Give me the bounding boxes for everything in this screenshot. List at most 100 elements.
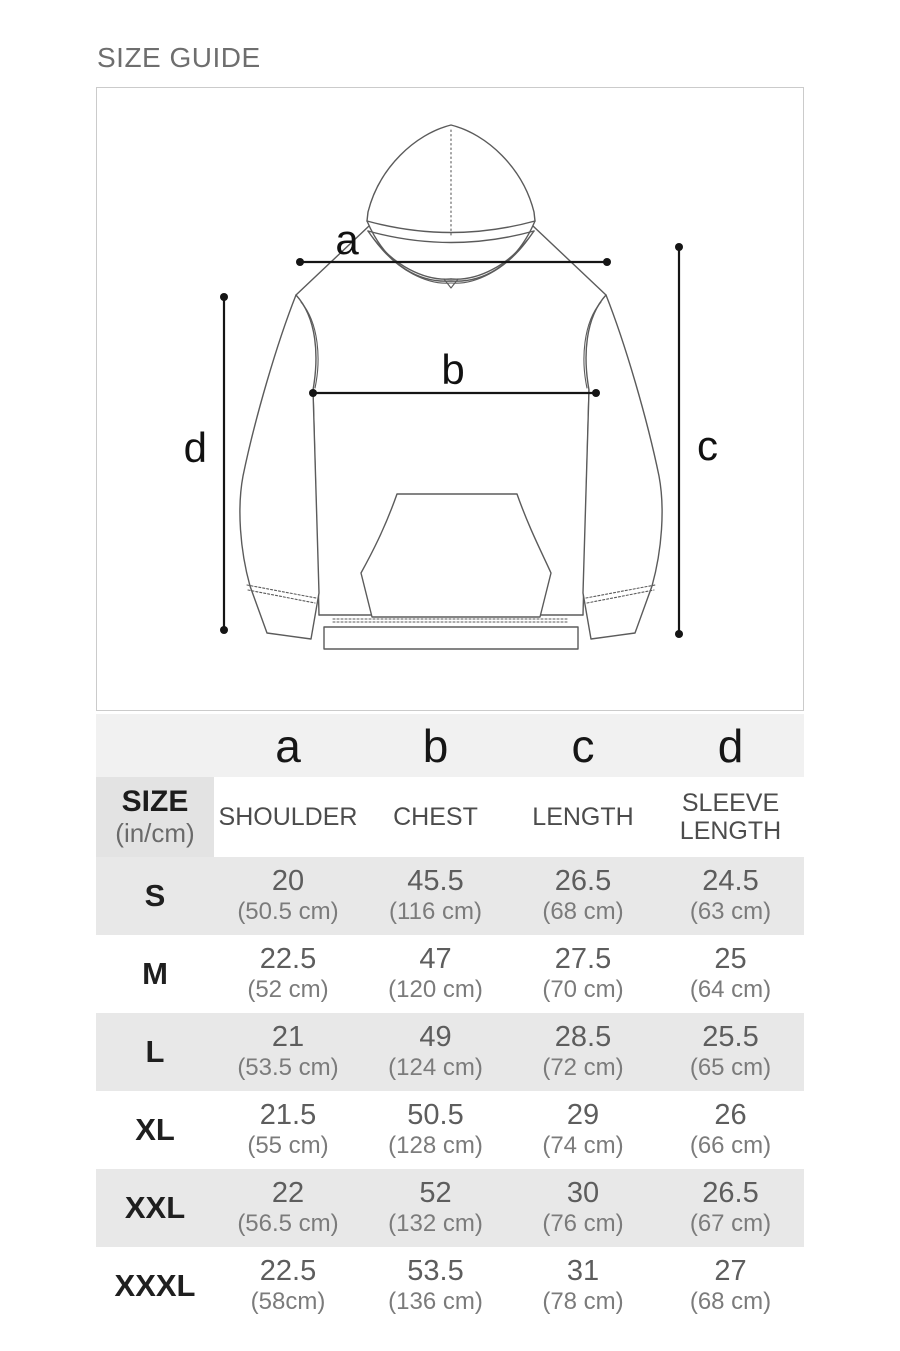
cm-value: (136 cm) <box>388 1288 483 1316</box>
inches-value: 21.5 <box>259 1098 317 1131</box>
cm-value: (74 cm) <box>542 1132 624 1160</box>
cell-m-shoulder: 22.5 (52 cm) <box>214 935 362 1013</box>
cell-l-sleeve: 25.5 (65 cm) <box>657 1013 804 1091</box>
hoodie-measurement-diagram: a b c d <box>184 124 718 650</box>
right-sleeve <box>582 294 663 640</box>
letter-header-a: a <box>214 714 362 777</box>
cm-value: (78 cm) <box>542 1288 624 1316</box>
cell-l-shoulder: 21 (53.5 cm) <box>214 1013 362 1091</box>
inches-value: 29 <box>566 1098 600 1131</box>
kangaroo-pocket <box>360 493 552 618</box>
inches-value: 27.5 <box>554 942 612 975</box>
inches-value: 25 <box>714 942 747 975</box>
measure-line-d: d <box>184 293 228 634</box>
size-table: a b c d SIZE (in/cm) SHOULDER CHEST LENG… <box>96 714 804 1325</box>
left-sleeve <box>239 294 320 640</box>
cm-value: (55 cm) <box>247 1132 329 1160</box>
cell-xxl-sleeve: 26.5 (67 cm) <box>657 1169 804 1247</box>
cell-s-chest: 45.5 (116 cm) <box>362 857 509 935</box>
cell-l-length: 28.5 (72 cm) <box>509 1013 657 1091</box>
inches-value: 24.5 <box>702 864 759 897</box>
cm-value: (76 cm) <box>542 1210 624 1238</box>
cell-xxl-shoulder: 22 (56.5 cm) <box>214 1169 362 1247</box>
measure-label-a: a <box>335 216 359 263</box>
cell-xxxl-sleeve: 27 (68 cm) <box>657 1247 804 1325</box>
cm-value: (66 cm) <box>689 1132 772 1160</box>
measure-line-a: a <box>296 216 611 266</box>
cell-xl-sleeve: 26 (66 cm) <box>657 1091 804 1169</box>
size-label-m: M <box>142 956 168 991</box>
measure-label-b: b <box>441 346 464 393</box>
cell-xl-chest: 50.5 (128 cm) <box>362 1091 509 1169</box>
cm-value: (68 cm) <box>689 1288 772 1316</box>
cm-value: (65 cm) <box>689 1054 772 1082</box>
shoulder-seams <box>295 225 607 296</box>
hoodie-diagram-panel: a b c d <box>96 87 804 711</box>
letter-header-blank <box>96 714 214 777</box>
cell-m-length: 27.5 (70 cm) <box>509 935 657 1013</box>
size-row-m: M 22.5 (52 cm) 47 (120 cm) 27.5 (70 cm) 25(… <box>96 935 804 1013</box>
cell-m-chest: 47 (120 cm) <box>362 935 509 1013</box>
inches-value: 26.5 <box>702 1176 759 1209</box>
cm-value: (132 cm) <box>388 1210 483 1238</box>
size-label-xxxl: XXXL <box>114 1268 196 1303</box>
inches-value: 27 <box>714 1254 747 1287</box>
column-header-length: LENGTH <box>532 803 634 831</box>
armhole-seams <box>300 301 602 389</box>
hoodie-drawing <box>239 124 663 650</box>
letter-header-row: a b c d <box>96 714 804 777</box>
size-row-s: S 20 (50.5 cm) 45.5 (116 cm) 26.5 (68 cm) 2… <box>96 857 804 935</box>
cell-xxxl-shoulder: 22.5 (58cm) <box>214 1247 362 1325</box>
column-header-chest: CHEST <box>393 803 478 831</box>
cell-xxl-length: 30 (76 cm) <box>509 1169 657 1247</box>
size-label-s: S <box>144 878 166 913</box>
cm-value: (64 cm) <box>689 976 772 1004</box>
inches-value: 22.5 <box>259 1254 317 1287</box>
inches-value: 52 <box>419 1176 452 1209</box>
size-row-l: L 21 (53.5 cm) 49 (124 cm) 28.5 (72 cm) 25.… <box>96 1013 804 1091</box>
measurement-lines: a b c d <box>184 216 718 638</box>
cell-xl-shoulder: 21.5 (55 cm) <box>214 1091 362 1169</box>
size-header-title: SIZE <box>121 784 189 818</box>
cm-value: (50.5 cm) <box>237 898 339 926</box>
size-row-xxl: XXL 22 (56.5 cm) 52 (132 cm) 30 (76 cm) 26.… <box>96 1169 804 1247</box>
cell-l-chest: 49 (124 cm) <box>362 1013 509 1091</box>
measure-line-b: b <box>309 346 600 397</box>
column-header-sleeve-length: SLEEVE LENGTH <box>679 789 782 845</box>
size-header-cell: SIZE (in/cm) <box>96 777 214 857</box>
column-header-row: SIZE (in/cm) SHOULDER CHEST LENGTH SLEEV… <box>96 777 804 857</box>
hem-band <box>323 626 579 650</box>
cell-xxl-chest: 52 (132 cm) <box>362 1169 509 1247</box>
cell-m-sleeve: 25 (64 cm) <box>657 935 804 1013</box>
size-label-xxl: XXL <box>124 1190 186 1225</box>
inches-value: 47 <box>419 942 452 975</box>
cm-value: (116 cm) <box>389 898 482 926</box>
inches-value: 21 <box>271 1020 305 1053</box>
inches-value: 28.5 <box>554 1020 612 1053</box>
cm-value: (58cm) <box>250 1288 326 1316</box>
page-title: SIZE GUIDE <box>97 42 261 73</box>
inches-value: 45.5 <box>407 864 464 897</box>
size-row-xl: XL 21.5 (55 cm) 50.5 (128 cm) 29 (74 cm) 26… <box>96 1091 804 1169</box>
cm-value: (124 cm) <box>388 1054 483 1082</box>
inches-value: 50.5 <box>407 1098 464 1131</box>
inches-value: 26.5 <box>554 864 612 897</box>
inches-value: 53.5 <box>407 1254 464 1287</box>
size-label-xl: XL <box>135 1112 175 1147</box>
measure-line-c: c <box>675 243 718 638</box>
inches-value: 20 <box>271 864 305 897</box>
inches-value: 26 <box>714 1098 747 1131</box>
cm-value: (52 cm) <box>247 976 329 1004</box>
inches-value: 22.5 <box>259 942 317 975</box>
inches-value: 30 <box>566 1176 600 1209</box>
cm-value: (72 cm) <box>542 1054 624 1082</box>
size-label-l: L <box>145 1034 165 1069</box>
cell-xxxl-length: 31 (78 cm) <box>509 1247 657 1325</box>
size-header-unit: (in/cm) <box>115 818 195 849</box>
cm-value: (53.5 cm) <box>237 1054 339 1082</box>
cm-value: (67 cm) <box>689 1210 772 1238</box>
measure-label-d: d <box>184 424 207 471</box>
cell-s-shoulder: 20 (50.5 cm) <box>214 857 362 935</box>
letter-header-d: d <box>657 714 804 777</box>
